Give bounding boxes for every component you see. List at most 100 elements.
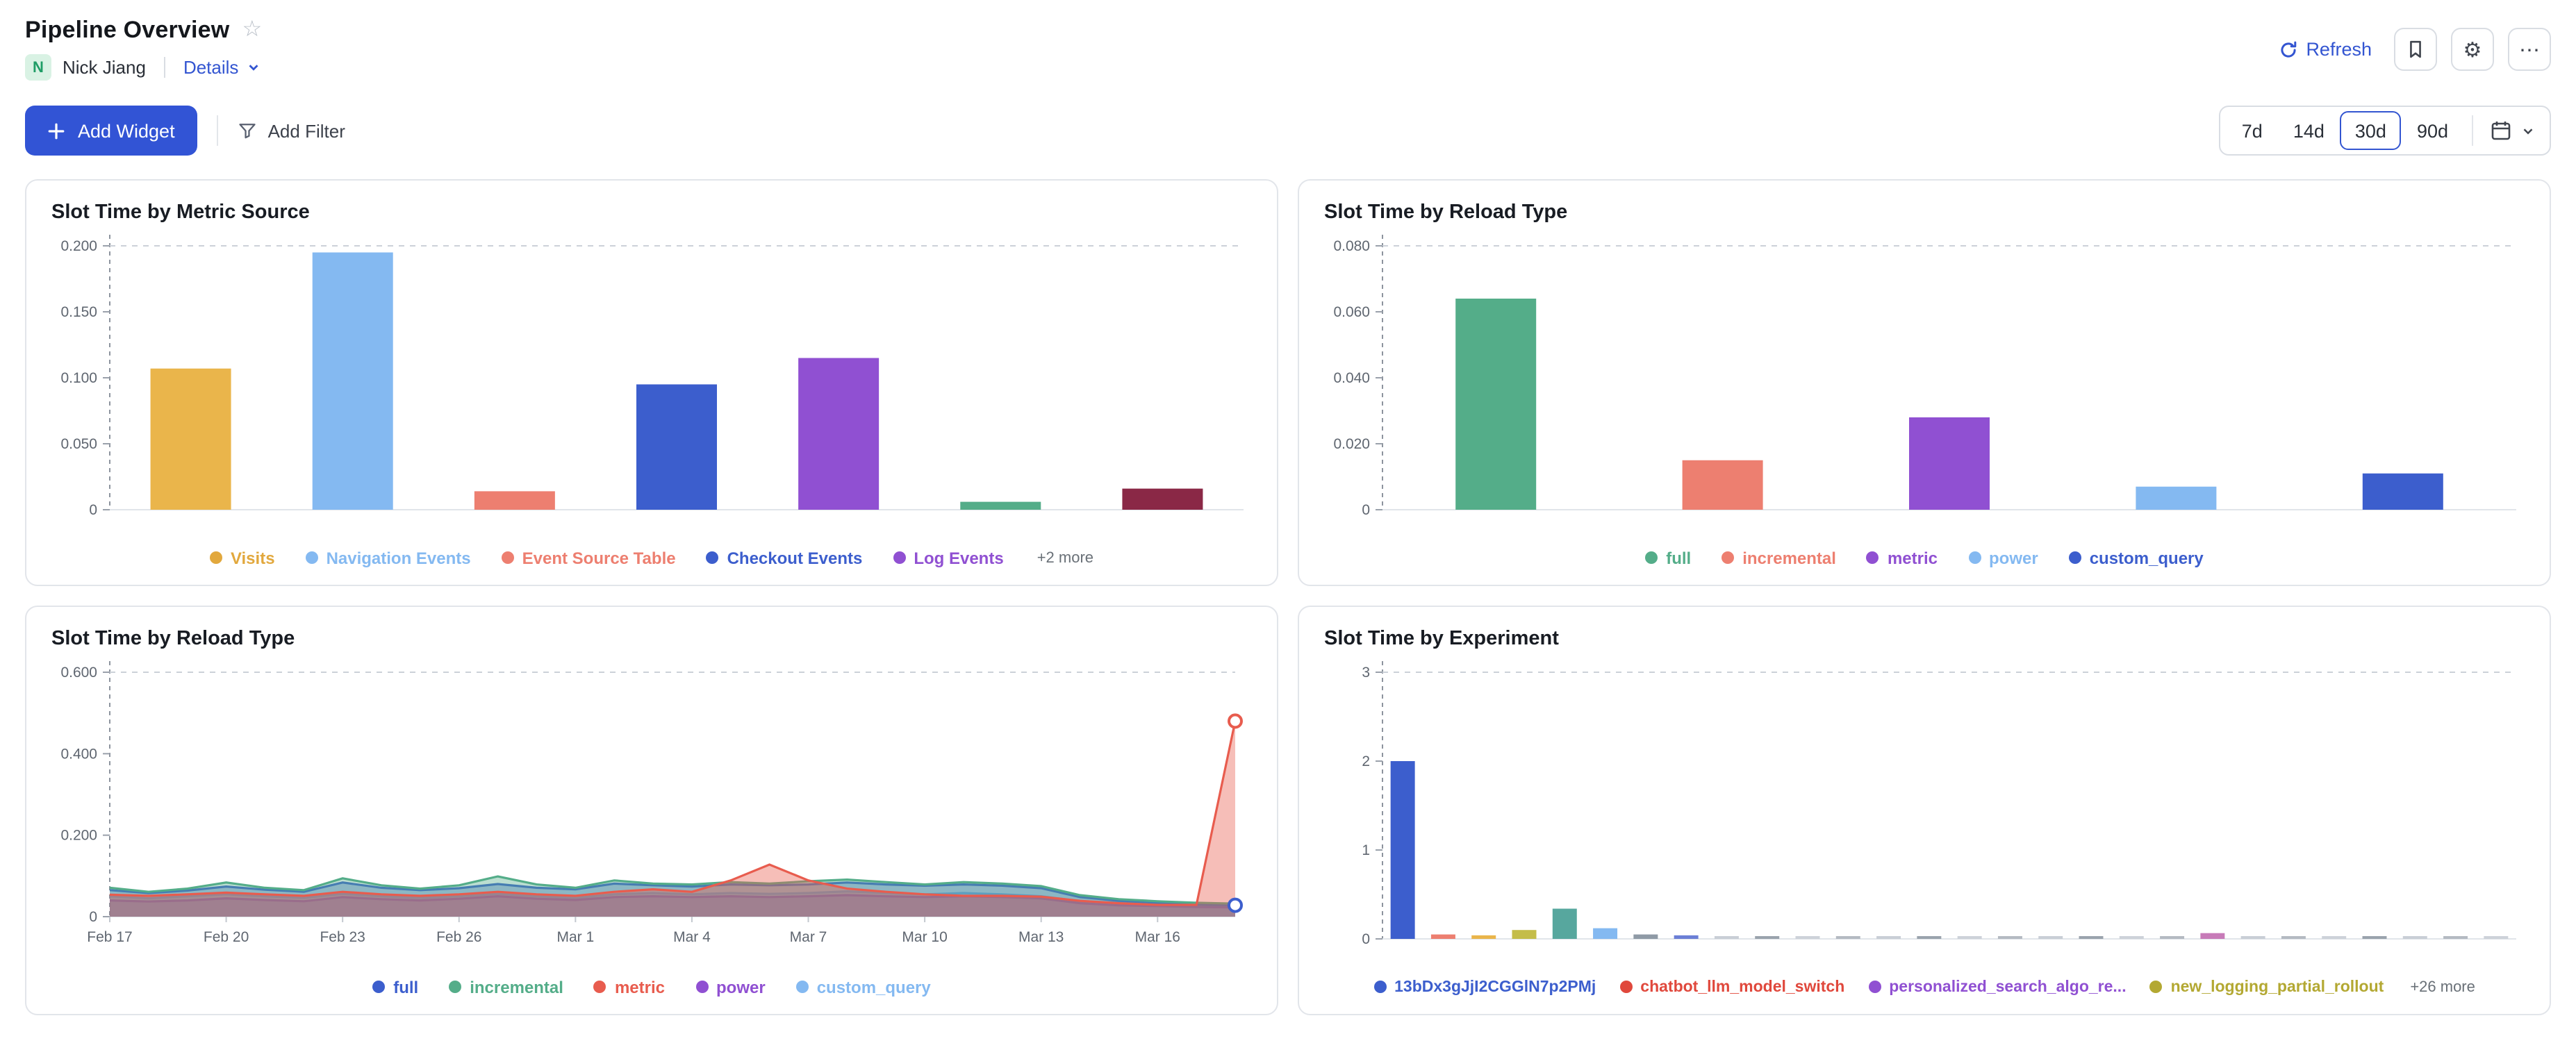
legend-item[interactable]: custom_query xyxy=(2068,548,2204,567)
panel-slot-time-by-metric-source: Slot Time by Metric Source 0.200 0.150 0.1… xyxy=(25,179,1278,586)
chart-legend: Visits Navigation Events Event Source Tabl… xyxy=(26,531,1277,585)
area-chart-reload-type[interactable]: 0.600 0.400 0.200 0 Feb 17 Feb 20 Feb 23 Feb 26… xyxy=(43,656,1260,960)
legend-item[interactable]: custom_query xyxy=(795,977,931,997)
legend-item[interactable]: metric xyxy=(593,977,665,997)
legend-dot xyxy=(372,981,386,993)
legend-label: Navigation Events xyxy=(326,548,471,567)
legend-label: custom_query xyxy=(2089,548,2204,567)
time-range-group: 7d 14d 30d 90d xyxy=(2219,106,2551,156)
legend-item[interactable]: Log Events xyxy=(893,548,1004,567)
details-button[interactable]: Details xyxy=(183,57,261,78)
legend-label: Checkout Events xyxy=(727,548,863,567)
legend-item[interactable]: incremental xyxy=(449,977,563,997)
legend-item[interactable]: chatbot_llm_model_switch xyxy=(1619,978,1844,995)
details-label: Details xyxy=(183,57,239,78)
date-picker-button[interactable] xyxy=(2482,119,2544,142)
chart-legend: full incremental metric power custom_query xyxy=(26,960,1277,1014)
legend-dot xyxy=(449,981,462,993)
panel-title: Slot Time by Reload Type xyxy=(51,628,295,650)
legend-item[interactable]: Visits xyxy=(209,548,275,567)
legend-item[interactable]: full xyxy=(1645,548,1691,567)
svg-text:Mar 13: Mar 13 xyxy=(1018,929,1064,945)
legend-dot xyxy=(795,981,809,993)
svg-text:0: 0 xyxy=(89,909,97,925)
toolbar-divider xyxy=(216,115,218,146)
legend-dot xyxy=(1868,981,1881,993)
svg-text:0.200: 0.200 xyxy=(60,238,97,254)
range-button-90d[interactable]: 90d xyxy=(2402,111,2463,150)
svg-text:0: 0 xyxy=(89,502,97,518)
bookmark-button[interactable] xyxy=(2394,28,2437,71)
legend-label: metric xyxy=(1887,548,1938,567)
legend-label: power xyxy=(716,977,766,997)
header-divider xyxy=(163,57,165,78)
legend-dot xyxy=(1968,551,1981,564)
panel-title: Slot Time by Experiment xyxy=(1324,628,1559,650)
chevron-down-icon xyxy=(2523,128,2533,134)
legend-item[interactable]: Event Source Table xyxy=(501,548,676,567)
legend-label: incremental xyxy=(1742,548,1836,567)
chart-legend: 13bDx3gJjI2CGGlN7p2PMj chatbot_llm_model_… xyxy=(1299,960,2550,1014)
plus-icon xyxy=(48,122,65,139)
legend-label: incremental xyxy=(470,977,563,997)
filter-icon xyxy=(238,124,256,139)
panel-slot-time-by-reload-type-area: Slot Time by Reload Type 0.600 0.400 0.200… xyxy=(25,606,1278,1015)
more-options-button[interactable]: ⋯ xyxy=(2508,28,2551,71)
legend-item[interactable]: personalized_search_algo_re... xyxy=(1868,978,2127,995)
svg-text:0.040: 0.040 xyxy=(1333,370,1370,386)
svg-text:0.400: 0.400 xyxy=(60,746,97,762)
widget-grid: Slot Time by Metric Source 0.200 0.150 0.1… xyxy=(0,156,2576,1015)
bookmark-icon xyxy=(2410,40,2421,58)
svg-text:0.200: 0.200 xyxy=(60,828,97,844)
legend-dot xyxy=(593,981,606,993)
page-header: Pipeline Overview ☆ N Nick Jiang Details… xyxy=(0,0,2576,81)
refresh-button[interactable]: Refresh xyxy=(2278,39,2372,60)
bar-chart-experiment[interactable]: 3 2 1 0 xyxy=(1316,656,2533,960)
legend-item[interactable]: Navigation Events xyxy=(305,548,471,567)
header-actions: Refresh ⚙ ⋯ xyxy=(2278,17,2551,71)
legend-item[interactable]: new_logging_partial_rollout xyxy=(2149,978,2384,995)
legend-item[interactable]: incremental xyxy=(1722,548,1836,567)
legend-label: custom_query xyxy=(816,977,931,997)
bar-chart-metric-source[interactable]: 0.200 0.150 0.100 0.050 0 xyxy=(43,229,1260,531)
legend-dot xyxy=(893,551,906,564)
legend-item[interactable]: Checkout Events xyxy=(706,548,863,567)
legend-dot xyxy=(2068,551,2081,564)
svg-text:Mar 7: Mar 7 xyxy=(790,929,827,945)
svg-text:0.100: 0.100 xyxy=(60,370,97,386)
legend-dot xyxy=(1866,551,1879,564)
panel-slot-time-by-reload-type-bar: Slot Time by Reload Type 0.080 0.060 0.040… xyxy=(1298,179,2551,586)
legend-item[interactable]: full xyxy=(372,977,418,997)
title-row: Pipeline Overview ☆ xyxy=(25,17,262,44)
owner-name: Nick Jiang xyxy=(63,57,146,78)
add-widget-button[interactable]: Add Widget xyxy=(25,106,197,156)
range-button-14d[interactable]: 14d xyxy=(2278,111,2340,150)
legend-label: chatbot_llm_model_switch xyxy=(1640,978,1845,995)
panel-title: Slot Time by Metric Source xyxy=(51,201,310,224)
header-sub-row: N Nick Jiang Details xyxy=(25,54,262,81)
owner-avatar: N xyxy=(25,54,51,81)
panel-slot-time-by-experiment: Slot Time by Experiment 3 2 1 0 13bDx3gJjI2… xyxy=(1298,606,2551,1015)
legend-label: personalized_search_algo_re... xyxy=(1889,978,2127,995)
legend-item[interactable]: power xyxy=(695,977,766,997)
settings-button[interactable]: ⚙ xyxy=(2451,28,2494,71)
legend-dot xyxy=(501,551,514,564)
range-button-30d[interactable]: 30d xyxy=(2339,111,2402,150)
bar-chart-reload-type[interactable]: 0.080 0.060 0.040 0.020 0 xyxy=(1316,229,2533,531)
svg-text:Mar 16: Mar 16 xyxy=(1135,929,1180,945)
range-divider xyxy=(2472,115,2473,146)
legend-more[interactable]: +2 more xyxy=(1037,549,1094,566)
legend-label: new_logging_partial_rollout xyxy=(2170,978,2384,995)
legend-item[interactable]: power xyxy=(1968,548,2038,567)
favorite-star-icon[interactable]: ☆ xyxy=(242,18,263,42)
svg-text:Feb 26: Feb 26 xyxy=(436,929,481,945)
add-filter-button[interactable]: Add Filter xyxy=(238,120,345,141)
legend-label: full xyxy=(1666,548,1692,567)
range-button-7d[interactable]: 7d xyxy=(2227,111,2278,150)
legend-more[interactable]: +26 more xyxy=(2410,978,2475,995)
legend-item[interactable]: metric xyxy=(1866,548,1938,567)
ellipsis-icon: ⋯ xyxy=(2519,38,2540,62)
legend-item[interactable]: 13bDx3gJjI2CGGlN7p2PMj xyxy=(1373,978,1596,995)
calendar-icon xyxy=(2491,122,2511,140)
